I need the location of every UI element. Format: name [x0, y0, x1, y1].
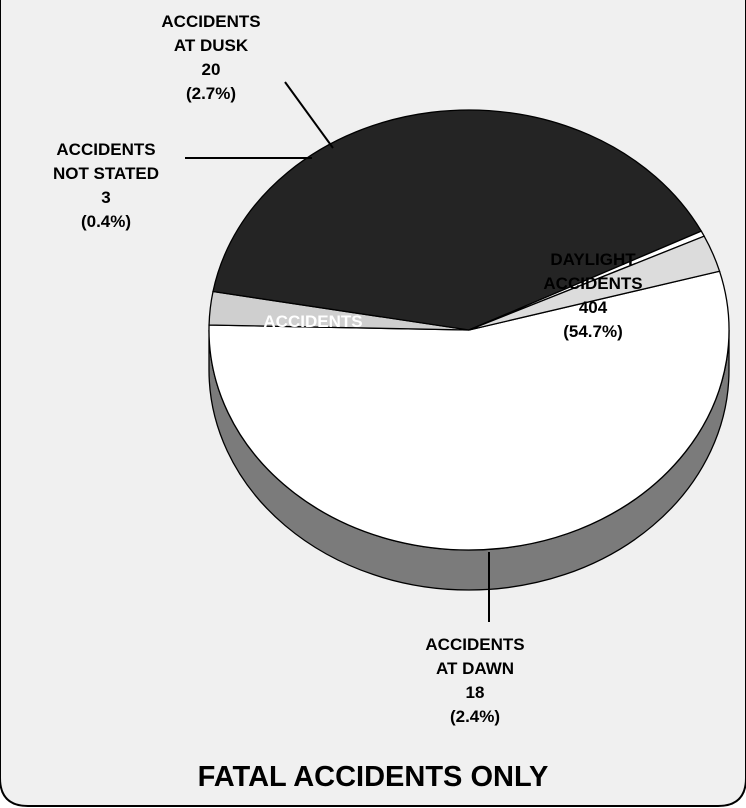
chart-title: FATAL ACCIDENTS ONLY [198, 761, 549, 793]
leader-dusk [284, 81, 334, 149]
value-dark: 294 [299, 384, 328, 403]
percent-daylight: (54.7%) [563, 322, 623, 341]
label-dawn-line-1: ACCIDENTS [425, 635, 524, 654]
slice-dark [212, 109, 703, 331]
label-daylight-line-2: ACCIDENTS [543, 274, 642, 293]
percent-not-stated: (0.4%) [81, 212, 131, 231]
label-dusk-line-1: ACCIDENTS [161, 12, 260, 31]
label-dark-line-3: DARK [288, 360, 338, 379]
label-dark-line-2: DURING [279, 336, 346, 355]
slice-daylight [208, 270, 730, 551]
label-dark-line-1: ACCIDENTS [263, 312, 362, 331]
slice-dusk [468, 235, 721, 331]
value-dusk: 20 [202, 60, 221, 79]
leader-lines [185, 81, 490, 622]
label-not-stated-line-1: ACCIDENTS [56, 140, 155, 159]
label-daylight-line-1: DAYLIGHT [550, 250, 636, 269]
label-dusk-line-2: AT DUSK [174, 36, 249, 55]
slice-labels: DAYLIGHT ACCIDENTS 404 (54.7%) ACCIDENTS AT D… [53, 12, 643, 726]
label-dawn-line-2: AT DAWN [436, 659, 514, 678]
percent-dawn: (2.4%) [450, 707, 500, 726]
value-daylight: 404 [579, 298, 608, 317]
value-not-stated: 3 [101, 188, 110, 207]
pie-slices [208, 109, 730, 551]
percent-dusk: (2.7%) [186, 84, 236, 103]
value-dawn: 18 [466, 683, 485, 702]
label-not-stated-line-2: NOT STATED [53, 164, 159, 183]
percent-dark: (39.8%) [283, 408, 343, 427]
